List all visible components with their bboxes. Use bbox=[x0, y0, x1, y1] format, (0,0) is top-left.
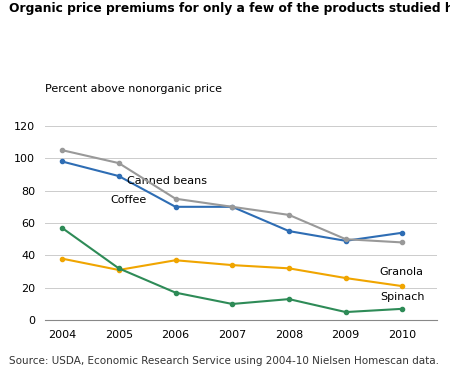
Text: Percent above nonorganic price: Percent above nonorganic price bbox=[45, 84, 222, 94]
Text: Spinach: Spinach bbox=[380, 293, 424, 302]
Text: Canned beans: Canned beans bbox=[127, 176, 207, 186]
Text: Granola: Granola bbox=[380, 266, 424, 277]
Text: Coffee: Coffee bbox=[110, 195, 147, 205]
Text: Organic price premiums for only a few of the products studied have fallen over 2: Organic price premiums for only a few of… bbox=[9, 2, 450, 15]
Text: Source: USDA, Economic Research Service using 2004-10 Nielsen Homescan data.: Source: USDA, Economic Research Service … bbox=[9, 356, 439, 366]
